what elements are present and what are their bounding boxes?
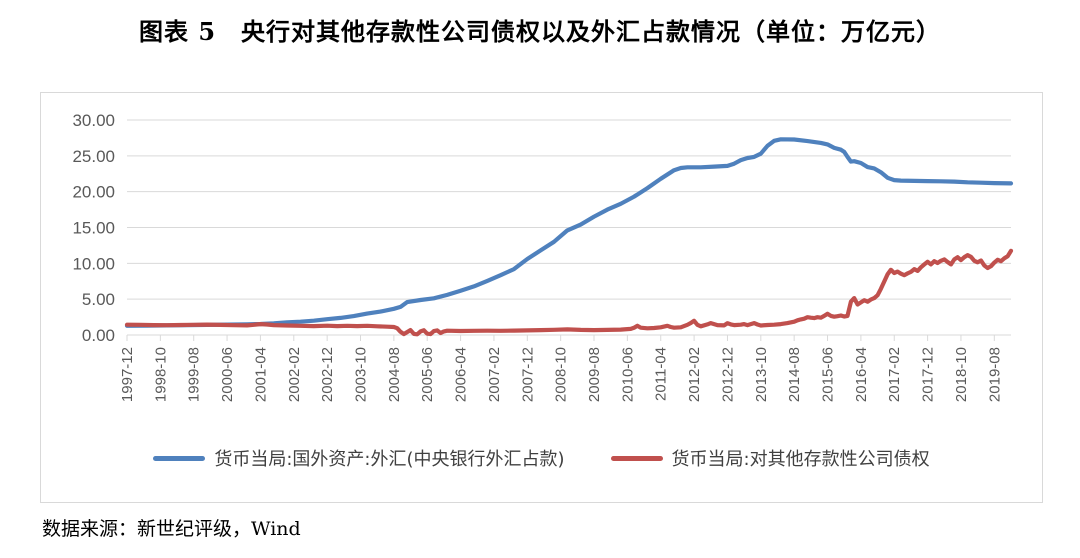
legend-item-fx-holdings: 货币当局:国外资产:外汇(中央银行外汇占款) [153,445,565,471]
data-source-note: 数据来源：新世纪评级，Wind [42,518,301,540]
x-axis-tick-label: 1999-08 [186,347,203,402]
x-axis-tick-label: 2009-08 [586,347,603,402]
y-axis-tick-label: 15.00 [72,219,115,238]
claims-on-banks-series-line [124,248,1014,337]
y-axis-tick-label: 20.00 [72,183,115,202]
x-axis-tick-label: 2010-06 [619,347,636,402]
x-axis-tick-label: 2014-08 [786,347,803,402]
x-axis-tick-label: 2016-04 [853,347,870,402]
x-axis-tick-label: 2006-04 [453,347,470,402]
y-axis-tick-label: 0.00 [82,326,115,345]
x-axis-tick-label: 2018-10 [953,347,970,402]
x-axis-tick-label: 2019-08 [986,347,1003,402]
line-chart-canvas: 0.00 5.00 10.00 15.00 20.00 25.00 30.00 1997-12… [72,111,1014,402]
x-axis-tick-label: 2003-10 [353,347,370,402]
y-axis-tick-label: 5.00 [82,290,115,309]
x-axis-tick-label: 2004-08 [386,347,403,402]
x-axis-tick-label: 2008-10 [553,347,570,402]
fx-series-line-swatch [153,455,206,461]
y-axis-tick-label: 30.00 [72,111,115,130]
x-axis-tick-label: 2002-02 [286,347,303,402]
x-axis-tick-label: 1998-10 [152,347,169,402]
x-axis-tick-label: 2017-12 [920,347,937,402]
x-axis-tick-label: 2001-04 [252,347,269,402]
x-axis-tick-label: 2007-02 [486,347,503,402]
fx-holdings-series-line [124,137,1014,328]
x-axis-tick-label: 2000-06 [219,347,236,402]
claims-series-line-swatch [610,455,663,461]
chart-legend: 货币当局:国外资产:外汇(中央银行外汇占款) 货币当局:对其他存款性公司债权 [41,445,1042,471]
y-axis-tick-label: 25.00 [72,147,115,166]
chart-panel: 0.00 5.00 10.00 15.00 20.00 25.00 30.00 1997-12… [40,92,1043,503]
page-title: 图表 5 央行对其他存款性公司债权以及外汇占款情况（单位：万亿元） [138,17,942,46]
x-axis-tick-label: 2011-04 [653,347,670,401]
x-axis-tick-label: 2017-02 [886,347,903,402]
x-axis-tick-label: 2002-12 [319,347,336,402]
y-axis-tick-label: 10.00 [72,254,115,273]
x-axis-tick-label: 2015-06 [820,347,837,402]
x-axis-tick-label: 2007-12 [519,347,536,402]
claims-series-label: 货币当局:对其他存款性公司债权 [671,449,930,470]
fx-series-label: 货币当局:国外资产:外汇(中央银行外汇占款) [214,449,565,470]
x-axis-tick-label: 2012-02 [686,347,703,402]
x-axis-tick-label: 2012-12 [719,347,736,402]
x-axis-tick-label: 1997-12 [119,347,136,402]
x-axis-tick-label: 2013-10 [753,347,770,402]
x-axis-tick-label: 2005-06 [419,347,436,402]
legend-item-claims-on-banks: 货币当局:对其他存款性公司债权 [610,445,930,471]
